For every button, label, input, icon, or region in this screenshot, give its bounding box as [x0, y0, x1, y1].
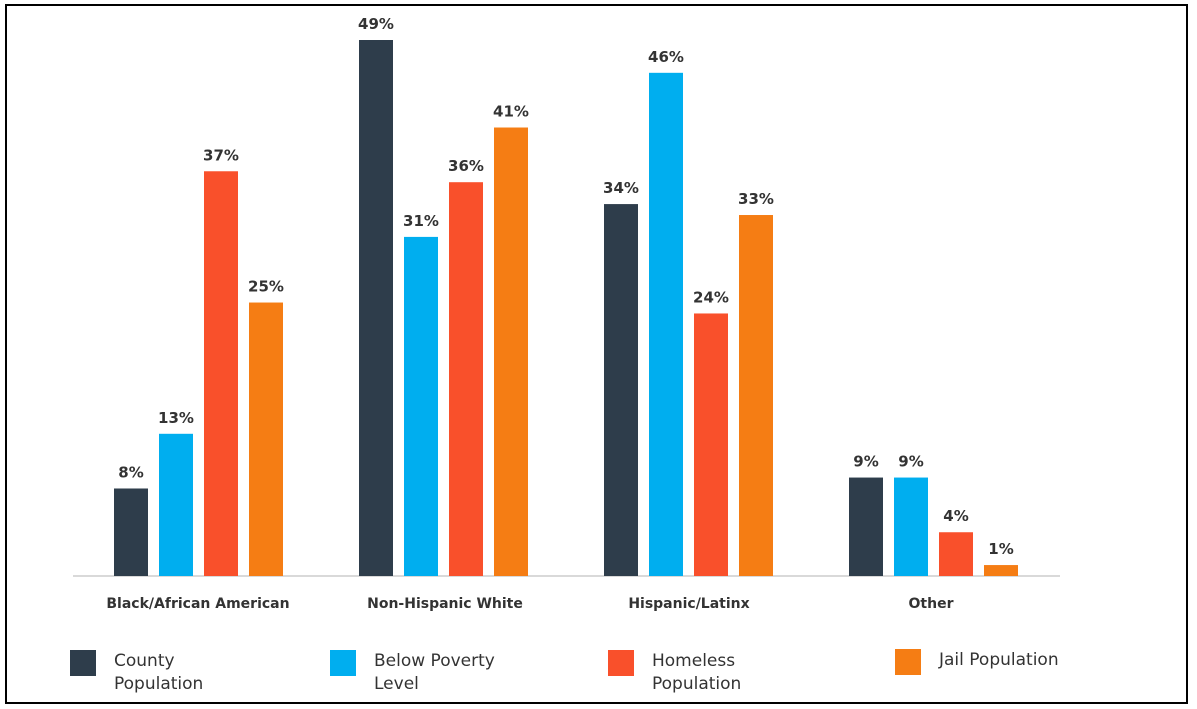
bar-1-0: [359, 40, 393, 576]
value-label-0-1: 13%: [158, 409, 194, 427]
category-label-1: Non-Hispanic White: [367, 596, 523, 612]
value-label-1-2: 36%: [448, 157, 484, 175]
bar-2-3: [739, 215, 773, 577]
bar-0-3: [249, 302, 283, 576]
value-label-3-2: 4%: [943, 507, 968, 525]
chart-frame: [5, 4, 1188, 704]
bar-0-0: [114, 488, 148, 576]
category-label-2: Hispanic/Latinx: [628, 596, 749, 612]
bar-0-1: [159, 433, 193, 576]
bar-2-2: [694, 313, 728, 576]
value-labels-group: 8% 13% 37% 25% 49% 31% 36% 41% 34% 46% 24% 33% 9% 9% 4…: [118, 15, 1013, 558]
value-label-0-3: 25%: [248, 278, 284, 296]
bar-3-0: [849, 477, 883, 576]
bar-1-2: [449, 182, 483, 576]
category-label-0: Black/African American: [106, 596, 289, 612]
bar-2-0: [604, 204, 638, 576]
bar-0-2: [204, 171, 238, 576]
value-label-3-1: 9%: [898, 453, 923, 471]
value-label-2-2: 24%: [693, 288, 729, 306]
bar-3-1: [894, 477, 928, 576]
bar-2-1: [649, 72, 683, 576]
value-label-0-0: 8%: [118, 463, 143, 481]
value-label-3-0: 9%: [853, 453, 878, 471]
value-label-3-3: 1%: [988, 540, 1013, 558]
bars-group: [114, 40, 1018, 577]
value-label-2-1: 46%: [648, 48, 684, 66]
value-label-1-1: 31%: [403, 212, 439, 230]
bar-3-2: [939, 532, 973, 576]
bar-1-1: [404, 236, 438, 577]
value-label-2-3: 33%: [738, 190, 774, 208]
value-label-1-0: 49%: [358, 15, 394, 33]
value-label-0-2: 37%: [203, 146, 239, 164]
value-label-2-0: 34%: [603, 179, 639, 197]
category-label-3: Other: [909, 596, 954, 612]
category-labels-group: Black/African American Non-Hispanic White…: [106, 596, 953, 612]
value-label-1-3: 41%: [493, 103, 529, 121]
bar-1-3: [494, 127, 528, 577]
bar-3-3: [984, 565, 1018, 576]
